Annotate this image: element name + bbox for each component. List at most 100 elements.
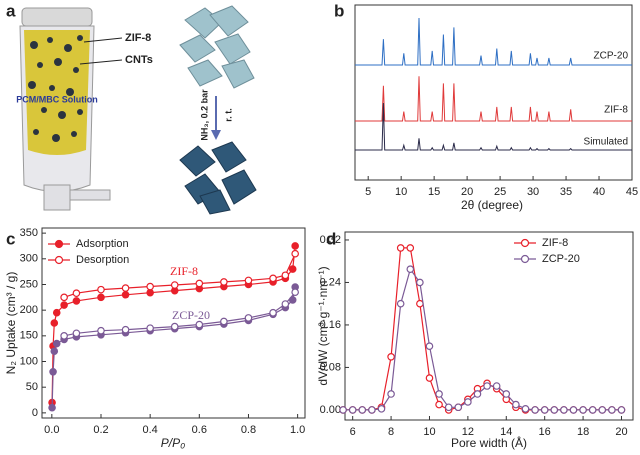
y-tick-label: 0: [32, 407, 38, 419]
x-tick-label: 8: [388, 426, 394, 438]
data-point: [608, 406, 616, 414]
data-point: [492, 382, 501, 390]
legend-marker: [520, 254, 530, 264]
data-point: [48, 403, 56, 412]
data-point: [60, 293, 68, 302]
legend-label: ZCP-20: [542, 253, 580, 265]
data-point: [339, 406, 347, 414]
label-cnts: CNTs: [125, 54, 153, 66]
y-axis-label: N₂ Uptake (cm³ / g): [4, 272, 18, 375]
legend-marker: [54, 255, 64, 265]
data-point: [281, 300, 290, 308]
data-point: [97, 293, 105, 302]
data-point: [50, 347, 59, 356]
series-line: [355, 102, 632, 151]
data-point: [269, 274, 277, 283]
data-point: [387, 390, 395, 398]
x-tick-label: 35: [560, 186, 572, 198]
data-point: [72, 329, 81, 338]
y-tick-label: 0.16: [320, 319, 341, 331]
data-point: [416, 278, 424, 287]
data-point: [291, 249, 299, 258]
y-tick-label: 0.24: [320, 276, 341, 288]
y-tick-label: 150: [20, 330, 38, 342]
x-tick-label: 10: [395, 186, 407, 198]
panel-label: d: [326, 229, 336, 248]
data-point: [291, 242, 299, 250]
x-tick-label: 0.0: [44, 424, 59, 436]
series-name: ZCP-20: [594, 51, 629, 62]
data-point: [368, 406, 376, 414]
x-tick-label: 30: [527, 186, 539, 198]
panel-label: a: [6, 1, 16, 20]
series-name: ZIF-8: [604, 105, 628, 116]
plot-frame: [344, 231, 634, 421]
x-tick-label: 14: [500, 426, 512, 438]
data-point: [396, 244, 405, 252]
y-tick-label: 50: [26, 381, 38, 393]
y-tick-label: 0.32: [320, 234, 341, 246]
data-point: [52, 308, 61, 317]
data-point: [146, 288, 154, 297]
data-point: [72, 297, 81, 305]
data-point: [97, 326, 105, 335]
data-point: [598, 406, 607, 414]
data-point: [406, 244, 415, 252]
data-point: [121, 284, 130, 292]
data-point: [60, 332, 68, 340]
data-point: [473, 390, 482, 398]
data-point: [435, 390, 443, 398]
y-tick-label: 350: [20, 227, 38, 239]
series-line: [343, 247, 622, 411]
series-line: [355, 17, 632, 66]
panel-label: c: [6, 229, 15, 248]
panel-label: b: [334, 1, 344, 20]
legend-marker: [520, 238, 530, 248]
series-line: [355, 76, 632, 122]
data-point: [146, 282, 154, 291]
data-point: [97, 285, 105, 294]
data-point: [521, 405, 530, 413]
x-axis-label: Pore width (Å): [451, 435, 527, 450]
x-tick-label: 25: [494, 186, 506, 198]
data-point: [52, 339, 61, 348]
legend-label: ZIF-8: [542, 237, 568, 249]
data-point: [560, 406, 568, 414]
data-point: [435, 400, 443, 409]
annotation: ZIF-8: [170, 264, 198, 278]
x-tick-label: 40: [593, 186, 605, 198]
y-tick-label: 300: [20, 253, 38, 265]
label-zif8: ZIF-8: [125, 32, 151, 44]
data-point: [569, 406, 578, 414]
data-point: [220, 317, 228, 326]
legend-label: Adsorption: [76, 238, 129, 250]
data-point: [464, 398, 472, 406]
x-tick-label: 1.0: [290, 424, 305, 436]
series-name: Simulated: [584, 137, 628, 148]
data-point: [425, 374, 434, 382]
arrow-condition: NH₃, 0.2 bar: [199, 89, 209, 141]
arrow-temperature: r. t.: [223, 108, 233, 122]
data-point: [146, 324, 154, 332]
legend-marker: [54, 239, 64, 249]
data-point: [50, 319, 59, 327]
data-point: [72, 289, 81, 298]
plot-frame: [41, 227, 306, 419]
x-tick-label: 0.8: [241, 424, 256, 436]
x-tick-label: 0.4: [143, 424, 158, 436]
x-tick-label: 5: [365, 186, 371, 198]
data-point: [425, 342, 434, 350]
data-point: [358, 406, 367, 414]
data-point: [579, 406, 587, 414]
data-point: [454, 403, 463, 412]
data-point: [348, 406, 357, 414]
x-tick-label: 6: [350, 426, 356, 438]
data-point: [512, 400, 520, 409]
data-point: [588, 406, 597, 414]
data-point: [288, 265, 297, 273]
y-axis-label: dV/dW (cm³·g⁻¹·nm⁻¹): [316, 266, 330, 385]
label-solution: PCM/MBC Solution: [16, 94, 98, 104]
data-point: [406, 265, 415, 273]
data-point: [550, 406, 559, 414]
